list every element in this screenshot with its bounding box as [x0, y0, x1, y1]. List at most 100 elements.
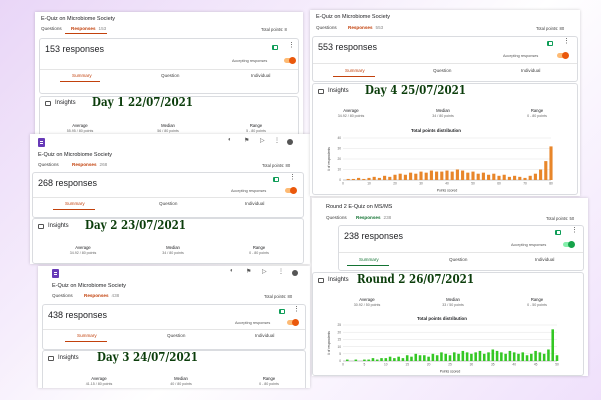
avatar[interactable] — [287, 139, 293, 145]
tab-questions[interactable]: Questions — [316, 25, 337, 30]
form-title: E-Quiz on Microbiome Society — [41, 16, 115, 22]
tab-questions[interactable]: Questions — [326, 215, 347, 220]
bar — [492, 173, 496, 180]
palette-icon[interactable]: ◐ — [230, 268, 234, 274]
sheets-icon[interactable] — [547, 41, 553, 46]
bar — [455, 169, 459, 180]
bar — [534, 350, 537, 361]
responses-card: 153 responses ⋮ Accepting responses Summ… — [39, 38, 299, 94]
accepting-responses-toggle[interactable] — [284, 57, 296, 64]
preview-icon[interactable]: ⚑ — [246, 269, 252, 275]
subtab-question[interactable]: Question — [449, 257, 468, 262]
accepting-responses-toggle[interactable] — [563, 241, 575, 248]
bar — [363, 359, 366, 361]
bar — [357, 177, 361, 180]
y-tick-label: 10 — [337, 345, 341, 349]
bar — [367, 177, 371, 180]
responses-heading: 153 responses — [45, 44, 105, 54]
response-count: 238 — [383, 215, 392, 220]
more-options-icon[interactable]: ⋮ — [278, 269, 284, 275]
bar — [528, 175, 532, 180]
subtab-individual[interactable]: Individual — [521, 68, 541, 73]
bar — [525, 355, 529, 361]
y-tick-label: 30 — [337, 147, 341, 151]
bar — [502, 174, 506, 180]
subtab-summary[interactable]: Summary — [77, 333, 97, 338]
bar — [435, 171, 439, 180]
subtab-summary[interactable]: Summary — [72, 73, 92, 78]
tab-responses[interactable]: Responses 153 — [71, 26, 106, 31]
accepting-responses-label: Accepting responses — [503, 54, 539, 58]
bar — [530, 353, 533, 361]
bar — [452, 352, 456, 361]
google-forms-icon — [38, 138, 45, 147]
range-label: Range — [252, 245, 266, 250]
tab-questions[interactable]: Questions — [41, 26, 62, 31]
sheets-icon[interactable] — [273, 177, 279, 182]
bar — [388, 356, 392, 361]
subtab-individual[interactable]: Individual — [535, 257, 555, 262]
subtab-individual[interactable]: Individual — [245, 201, 265, 206]
form-title: E-Quiz on Microbiome Society — [316, 14, 390, 20]
tab-responses[interactable]: Responses 553 — [348, 25, 383, 30]
x-tick-label: 20 — [427, 363, 431, 367]
response-count: 268 — [99, 162, 108, 167]
subtab-question[interactable]: Question — [167, 333, 186, 338]
median-label: Median — [436, 108, 450, 113]
avatar[interactable] — [292, 270, 298, 276]
x-tick-label: 0 — [342, 363, 344, 367]
x-axis-label: Points scored — [440, 370, 461, 374]
tab-questions[interactable]: Questions — [38, 162, 59, 167]
insights-card: Insights Day 3 24/07/2021 Average 41.15 … — [42, 350, 306, 388]
subtab-summary[interactable]: Summary — [359, 257, 379, 262]
sheets-icon[interactable] — [279, 309, 285, 314]
chart-title: Total points distribution — [411, 128, 461, 133]
subtab-summary[interactable]: Summary — [345, 68, 365, 73]
more-options-icon[interactable]: ⋮ — [288, 42, 295, 49]
tab-responses[interactable]: Responses 238 — [356, 215, 391, 220]
more-options-icon[interactable]: ⋮ — [293, 306, 300, 313]
subtab-summary[interactable]: Summary — [65, 201, 85, 206]
bar — [471, 171, 475, 180]
responses-heading: 553 responses — [318, 42, 378, 52]
subtab-individual[interactable]: Individual — [255, 333, 275, 338]
y-tick-label: 25 — [337, 323, 341, 327]
form-title: E-Quiz on Microbiome Society — [38, 152, 112, 158]
accepting-responses-toggle[interactable] — [287, 319, 299, 326]
send-icon[interactable]: ▷ — [262, 269, 267, 275]
bar — [539, 169, 543, 180]
response-count: 438 — [111, 293, 120, 298]
handwritten-date: Round 2 26/07/2021 — [357, 272, 475, 286]
accepting-responses-toggle[interactable] — [285, 187, 297, 194]
bar — [440, 171, 444, 180]
panel-day1: E-Quiz on Microbiome Society Questions R… — [35, 12, 303, 136]
bar — [482, 353, 486, 361]
x-tick-label: 40 — [512, 363, 516, 367]
send-icon[interactable]: ▷ — [260, 138, 265, 144]
more-options-icon[interactable]: ⋮ — [289, 174, 296, 181]
x-tick-label: 60 — [497, 182, 501, 186]
tab-responses[interactable]: Responses 268 — [72, 162, 107, 167]
subtab-question[interactable]: Question — [159, 201, 178, 206]
average-label: Average — [75, 245, 91, 250]
bar — [533, 173, 537, 180]
sheets-icon[interactable] — [272, 45, 278, 50]
palette-icon[interactable]: ◐ — [228, 137, 232, 143]
sheets-icon[interactable] — [555, 230, 561, 235]
subtab-question[interactable]: Question — [433, 68, 452, 73]
more-options-icon[interactable]: ⋮ — [571, 227, 578, 234]
bar — [403, 174, 407, 180]
tab-questions[interactable]: Questions — [52, 293, 73, 298]
more-options-icon[interactable]: ⋮ — [563, 38, 570, 45]
more-options-icon[interactable]: ⋮ — [274, 138, 280, 144]
accepting-responses-toggle[interactable] — [557, 52, 569, 59]
tab-responses[interactable]: Responses 438 — [84, 293, 119, 298]
bar — [551, 329, 555, 361]
range-value: 0 - 80 points — [527, 114, 547, 118]
subtab-question[interactable]: Question — [161, 73, 180, 78]
form-title: Round 2 E-Quiz on MS/MS — [326, 204, 393, 210]
bar — [500, 352, 503, 361]
preview-icon[interactable]: ⚑ — [244, 138, 250, 144]
subtab-individual[interactable]: Individual — [251, 73, 271, 78]
panel-day2: ◐ ⚑ ▷ ⋮ E-Quiz on Microbiome Society Que… — [30, 134, 310, 264]
